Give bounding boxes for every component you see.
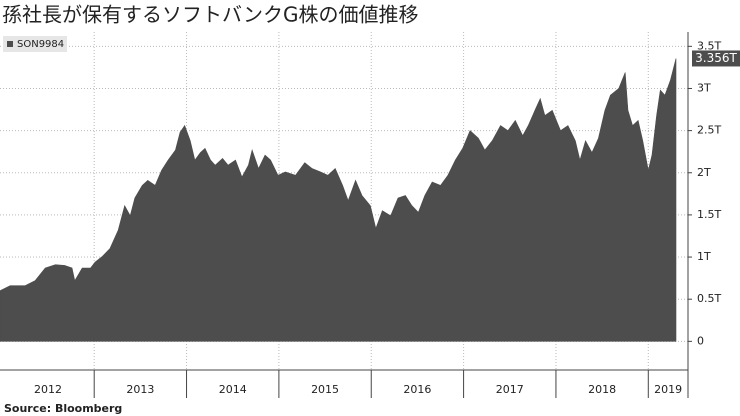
x-tick-label: 2012 bbox=[34, 383, 62, 396]
value-label-box bbox=[692, 50, 740, 67]
x-tick-label: 2019 bbox=[654, 383, 682, 396]
legend-box bbox=[3, 36, 67, 52]
y-tick-label: 0.5T bbox=[697, 292, 721, 305]
y-tick-label: 2T bbox=[697, 166, 711, 179]
x-tick-label: 2016 bbox=[403, 383, 431, 396]
y-tick-label: 0 bbox=[697, 334, 704, 347]
source: Source: Bloomberg bbox=[4, 402, 122, 415]
x-tick-label: 2014 bbox=[219, 383, 247, 396]
y-tick-label: 2.5T bbox=[697, 124, 721, 137]
y-tick-label: 3.5T bbox=[697, 39, 721, 52]
legend-swatch bbox=[7, 41, 13, 47]
x-tick-label: 2013 bbox=[126, 383, 154, 396]
x-tick-label: 2017 bbox=[496, 383, 524, 396]
y-tick-label: 1T bbox=[697, 250, 711, 263]
y-tick-label: 3T bbox=[697, 81, 711, 94]
legend-label: SON9984 bbox=[17, 39, 64, 50]
y-tick-label: 1.5T bbox=[697, 208, 721, 221]
area bbox=[0, 58, 677, 342]
x-tick-label: 2015 bbox=[311, 383, 339, 396]
value-label: 3.356T bbox=[695, 51, 737, 65]
chart-title: 孫社長が保有するソフトバンクG株の価値推移 bbox=[2, 3, 419, 27]
x-tick-label: 2018 bbox=[588, 383, 616, 396]
